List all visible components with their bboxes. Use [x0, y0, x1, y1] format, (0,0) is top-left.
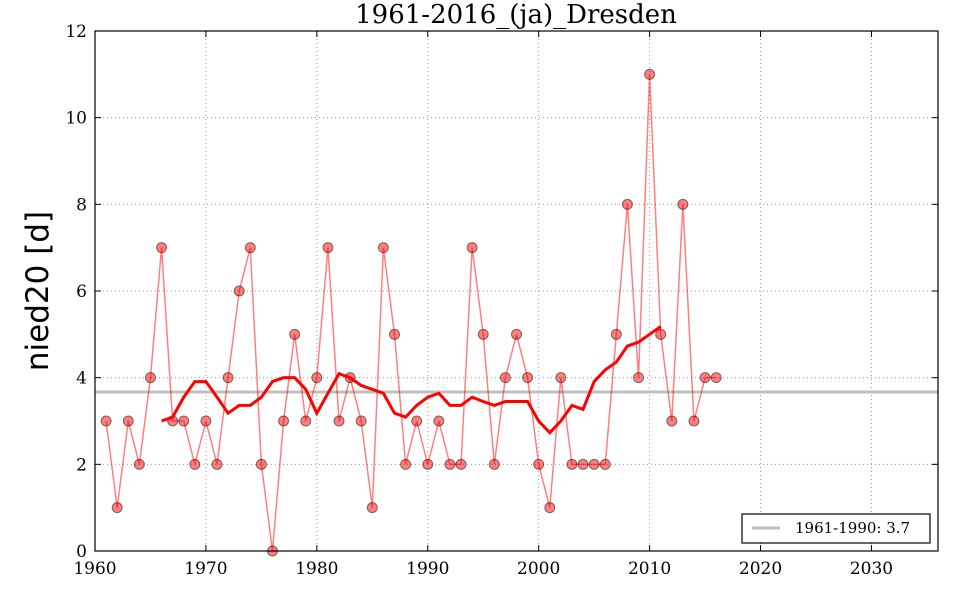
data-point [466, 242, 478, 254]
data-point [222, 372, 234, 384]
y-tick-label: 2 [76, 455, 87, 475]
data-point [688, 415, 700, 427]
data-point [455, 458, 467, 470]
y-tick-label: 4 [76, 369, 87, 389]
data-point [577, 458, 589, 470]
data-point [133, 458, 145, 470]
data-point [422, 458, 434, 470]
ticks: 1960 1970 1980 1990 2000 2010 2020 2030 0 2 4 6 8 10 1… [65, 22, 938, 579]
data-point [633, 372, 645, 384]
data-point [311, 372, 323, 384]
data-point [488, 458, 500, 470]
y-tick-label: 10 [65, 109, 87, 129]
data-point [621, 198, 633, 210]
data-point [644, 68, 656, 80]
data-point [588, 458, 600, 470]
data-point [200, 415, 212, 427]
data-point [377, 242, 389, 254]
data-point [233, 285, 245, 297]
data-point [111, 502, 123, 514]
data-point [244, 242, 256, 254]
legend-label: 1961-1990: 3.7 [795, 519, 910, 537]
data-point [677, 198, 689, 210]
x-tick-label: 2010 [628, 559, 671, 579]
y-tick-label: 0 [76, 542, 87, 562]
data-point [477, 328, 489, 340]
x-tick-label: 1980 [295, 559, 338, 579]
data-point [366, 502, 378, 514]
x-tick-label: 1960 [73, 559, 116, 579]
data-point [433, 415, 445, 427]
data-point [544, 502, 556, 514]
data-point [278, 415, 290, 427]
moving-average-line [161, 325, 662, 435]
data-point [355, 415, 367, 427]
data-point [388, 328, 400, 340]
data-point [411, 415, 423, 427]
data-point [599, 458, 611, 470]
data-point [156, 242, 168, 254]
legend: 1961-1990: 3.7 [741, 513, 931, 544]
data-point [211, 458, 223, 470]
data-point [100, 415, 112, 427]
data-point [555, 372, 567, 384]
data-point [522, 372, 534, 384]
data-point [511, 328, 522, 340]
data-point [610, 328, 622, 340]
x-tick-label: 2020 [739, 559, 782, 579]
y-axis-label: nied20 [d] [20, 211, 56, 371]
x-tick-label: 1970 [184, 559, 227, 579]
data-point [666, 415, 678, 427]
data-point [189, 458, 201, 470]
data-point [699, 372, 711, 384]
y-tick-label: 12 [65, 22, 87, 42]
x-tick-label: 2030 [850, 559, 893, 579]
grid [94, 30, 938, 552]
data-point [144, 372, 156, 384]
data-point [566, 458, 578, 470]
data-point [300, 415, 312, 427]
series-group [100, 68, 722, 557]
data-point [289, 328, 301, 340]
data-point [499, 372, 511, 384]
x-tick-label: 1990 [406, 559, 449, 579]
y-tick-label: 8 [76, 195, 87, 215]
data-point [400, 458, 412, 470]
data-point [255, 458, 267, 470]
data-point [655, 328, 667, 340]
x-tick-label: 2000 [517, 559, 560, 579]
y-tick-label: 6 [76, 282, 87, 302]
annual-line [105, 74, 717, 552]
data-point [122, 415, 134, 427]
data-point [533, 458, 545, 470]
data-point [333, 415, 345, 427]
data-point [178, 415, 190, 427]
data-point [322, 242, 334, 254]
chart-title: 1961-2016_(ja)_Dresden [355, 0, 677, 30]
data-point [710, 372, 722, 384]
data-point [444, 458, 456, 470]
